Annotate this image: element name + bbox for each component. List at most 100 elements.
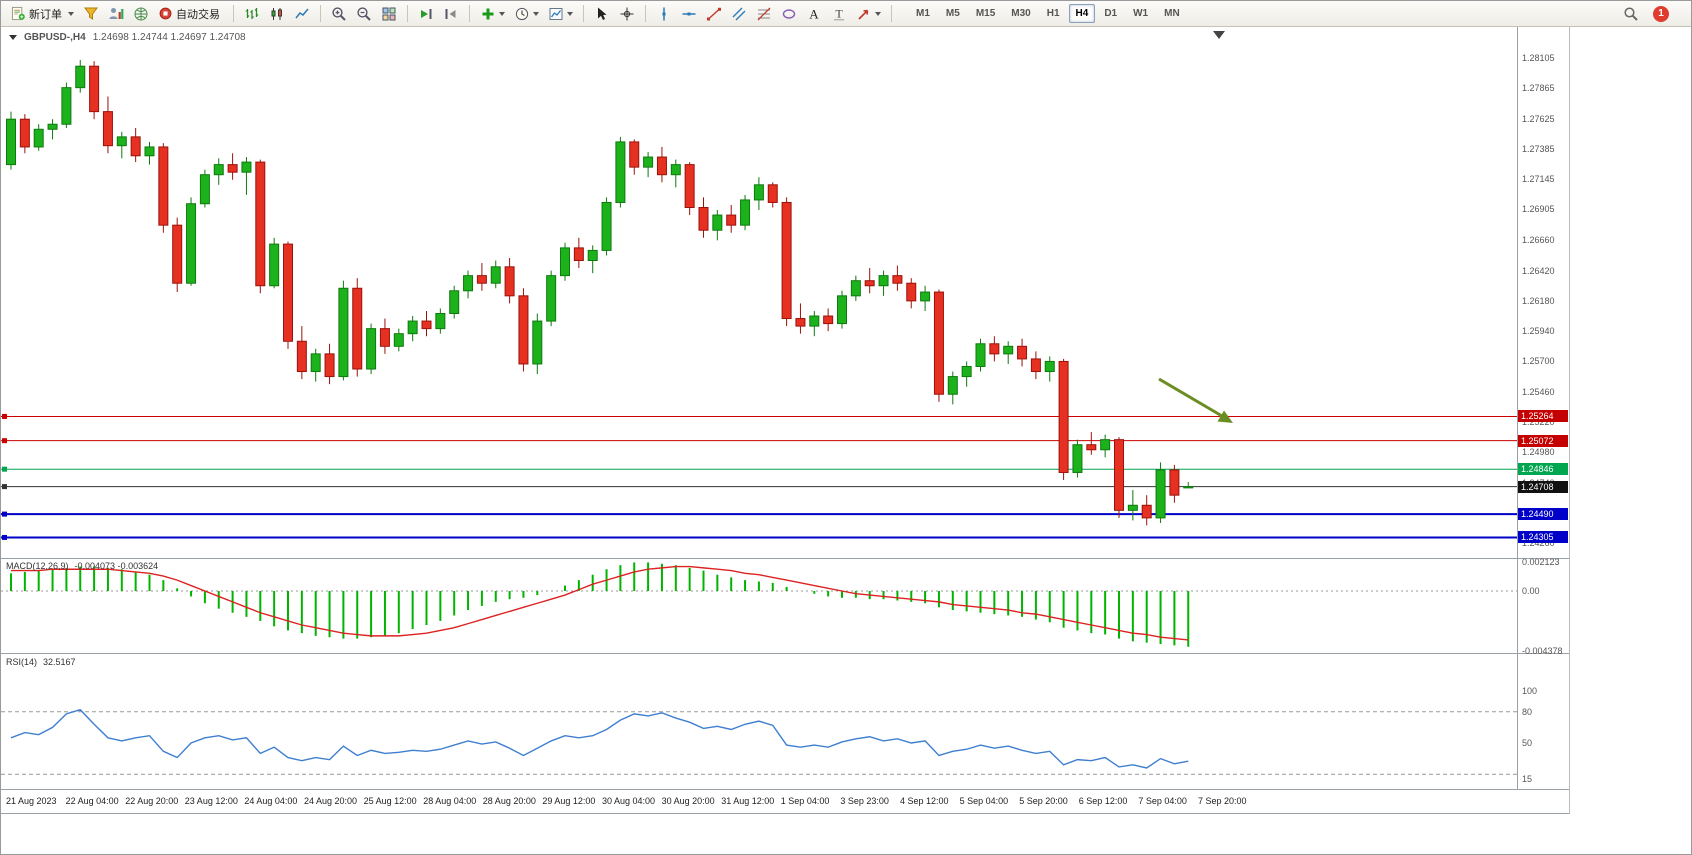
funnel-icon [84,7,98,20]
auto-scroll-button[interactable] [414,3,438,24]
time-axis-label: 24 Aug 20:00 [304,796,358,806]
channel-tool-button[interactable] [727,3,751,24]
toolbar-right-group: 1 [1619,3,1685,24]
chart-ohlc-values: 1.24698 1.24744 1.24697 1.24708 [92,32,246,43]
fibonacci-tool-button[interactable] [752,3,776,24]
time-axis-label: 3 Sep 23:00 [840,796,889,806]
macd-scale-label: 0.002123 [1522,557,1560,568]
rsi-value: 32.5167 [43,657,76,667]
autotrading-label: 自动交易 [176,8,220,21]
price-scale-label: 1.25700 [1522,356,1555,367]
hline-handle[interactable] [2,534,7,540]
zoom-out-button[interactable] [352,3,376,24]
add-indicator-icon [482,8,494,19]
text-tool-glyph: A [809,6,819,21]
timeframe-toolbar: M1 M5 M15 M30 H1 H4 D1 W1 MN [908,4,1188,23]
time-axis[interactable]: 21 Aug 2023 22 Aug 04:00 22 Aug 20:00 23 Au… [1,790,1569,813]
chart-shift-marker[interactable] [1213,31,1225,39]
macd-values: -0.004073 -0.003624 [74,561,159,571]
trend-arrow-annotation[interactable] [1158,377,1233,423]
vertical-line-icon [662,7,666,20]
price-scale-label: 1.28105 [1522,53,1555,63]
toolbar-separator [320,5,321,22]
hline-handle[interactable] [2,511,7,517]
chart-header: GBPUSD-,H4 1.24698 1.24744 1.24697 1.247… [9,32,246,43]
text-label-icon: T [834,6,844,20]
chart-shift-button[interactable] [439,3,463,24]
line-chart-button[interactable] [290,3,314,24]
time-axis-label: 7 Sep 04:00 [1138,796,1187,806]
timeframe-button-mn[interactable]: MN [1164,8,1180,19]
timeframe-button-h1[interactable]: H1 [1046,8,1060,19]
price-chart-canvas[interactable] [1,29,1517,559]
bar-chart-button[interactable] [240,3,264,24]
hline-handle[interactable] [2,466,7,472]
macd-panel-canvas[interactable] [1,559,1517,654]
crosshair-tool-button[interactable] [615,3,639,24]
price-scale[interactable]: 1.28105 1.27865 1.27625 1.27385 1.27145 1.269… [1517,27,1570,789]
indicators-button[interactable] [476,3,509,24]
price-scale-label: 1.26420 [1522,265,1555,276]
symbol-dropdown-icon[interactable] [9,35,17,40]
timeframe-button-m5[interactable]: M5 [945,8,960,19]
timeframe-button-w1[interactable]: W1 [1133,8,1149,19]
tile-windows-button[interactable] [377,3,401,24]
trendline-tool-button[interactable] [702,3,726,24]
text-label-tool-button[interactable]: T [827,3,851,24]
periods-button[interactable] [510,3,543,24]
price-tag: 1.24708 [1518,480,1568,493]
arrow-tool-icon [858,9,869,20]
text-icon: A [809,6,819,21]
search-icon [1624,6,1638,21]
toolbar-separator [583,5,584,22]
horizontal-line-tool-button[interactable] [677,3,701,24]
hline-handle[interactable] [2,484,7,490]
time-axis-label: 7 Sep 20:00 [1198,796,1247,806]
arrows-tool-button[interactable] [852,3,885,24]
price-scale-divider[interactable] [1517,27,1518,789]
hline-handle[interactable] [2,413,7,419]
search-button[interactable] [1619,3,1643,24]
price-scale-label: 1.25460 [1522,386,1555,397]
time-axis-label: 1 Sep 04:00 [780,796,830,806]
macd-panel-divider[interactable] [1,558,1569,559]
rsi-panel-canvas[interactable] [1,654,1517,789]
rsi-panel-divider[interactable] [1,653,1569,654]
price-scale-label: 1.26660 [1522,235,1555,246]
cursor-tool-button[interactable] [590,3,614,24]
vertical-line-tool-button[interactable] [652,3,676,24]
clock-icon [515,7,529,20]
timeframe-button-m30[interactable]: M30 [1011,8,1031,19]
hline-handle[interactable] [2,438,7,444]
zoom-in-icon [332,6,346,21]
shapes-tool-button[interactable] [777,3,801,24]
time-axis-label: 6 Sep 12:00 [1078,796,1128,806]
time-axis-label: 28 Aug 04:00 [423,796,477,806]
autotrading-icon [159,7,172,20]
chart-window-bottom-edge [1,813,1569,814]
time-axis-label: 22 Aug 20:00 [125,796,179,806]
zoom-in-button[interactable] [327,3,351,24]
candlestick-chart-button[interactable] [265,3,289,24]
toolbar-separator [233,5,234,22]
time-axis-label: 30 Aug 20:00 [661,796,715,806]
time-axis-label: 28 Aug 20:00 [482,796,536,806]
autotrading-button[interactable]: 自动交易 [154,3,227,24]
community-button[interactable] [129,3,153,24]
toolbar-separator [407,5,408,22]
timeframe-button-m1[interactable]: M1 [916,8,930,19]
profile-button[interactable] [104,3,128,24]
time-axis-label: 21 Aug 2023 [6,796,57,806]
signals-button[interactable] [79,3,103,24]
timeframe-button-d1[interactable]: D1 [1104,8,1118,19]
price-scale-label: 1.26905 [1522,204,1555,215]
price-tag: 1.25072 [1518,434,1568,447]
new-order-button[interactable]: 新订单 [7,3,78,24]
text-tool-button[interactable]: A [802,3,826,24]
timeframe-button-h4[interactable]: H4 [1068,4,1096,23]
notification-badge[interactable]: 1 [1653,5,1669,22]
templates-button[interactable] [544,3,577,24]
timeframe-button-m15[interactable]: M15 [975,8,996,19]
chart-window-right-edge [1569,27,1570,814]
